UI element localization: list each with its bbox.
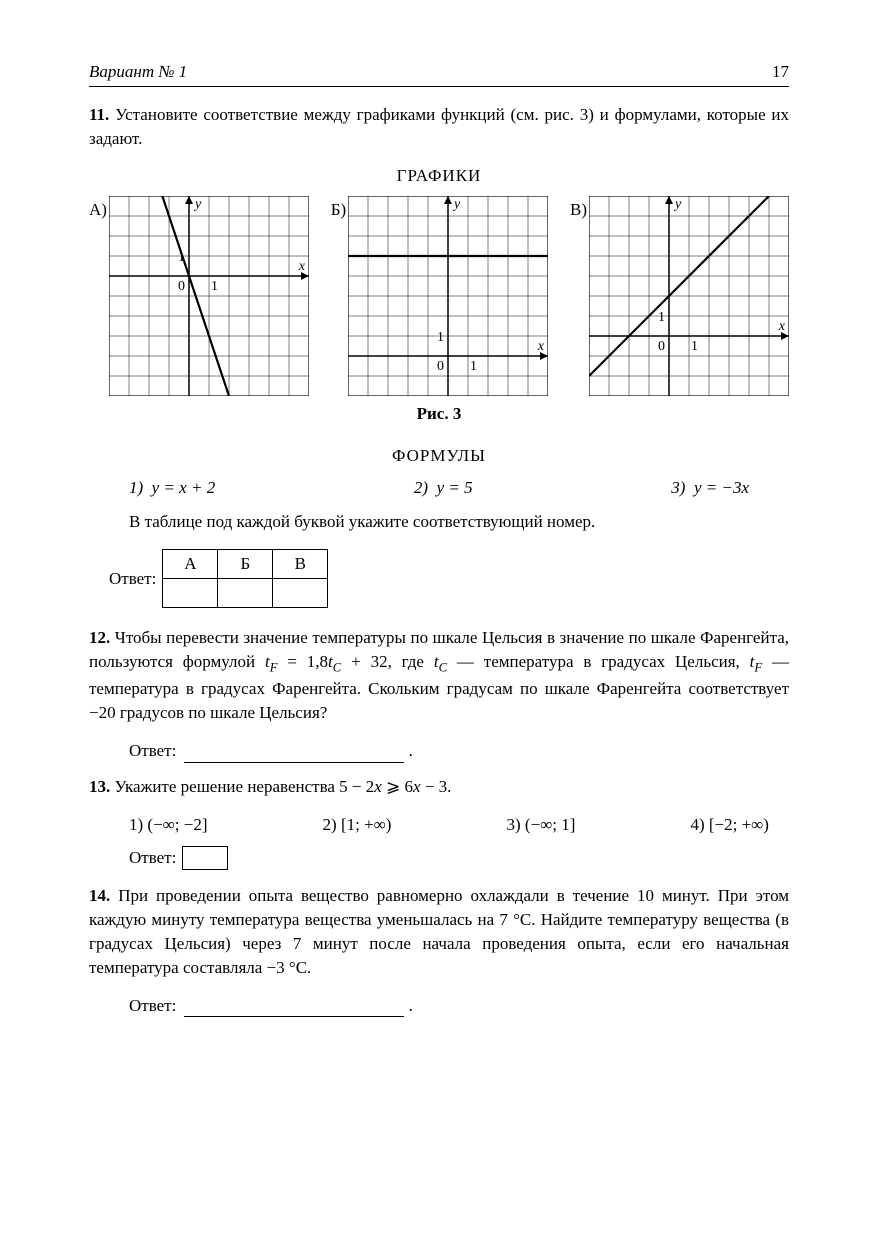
answer-14-field[interactable] <box>184 998 404 1018</box>
graphs-row: А) 0 1 1 x y Б) 0 1 1 x y В) 0 1 1 x y <box>89 196 789 396</box>
svg-text:0: 0 <box>178 279 185 294</box>
option-1: 1) (−∞; −2] <box>129 813 208 837</box>
answer-12-field[interactable] <box>184 743 404 763</box>
answer-12-row: Ответ: . <box>129 739 789 763</box>
svg-text:1: 1 <box>658 310 665 325</box>
option-4: 4) [−2; +∞) <box>690 813 769 837</box>
answer-header-c: В <box>273 550 328 579</box>
answer-14-label: Ответ: <box>129 994 176 1018</box>
problem-11-text: Установите соответствие между графиками … <box>89 105 789 148</box>
svg-text:1: 1 <box>437 330 444 345</box>
svg-text:y: y <box>452 197 461 212</box>
formula-2: 2) y = 5 <box>414 476 473 500</box>
problem-12-number: 12. <box>89 628 110 647</box>
graph-c-label: В) <box>570 198 587 222</box>
page-number: 17 <box>772 60 789 84</box>
page-header: Вариант № 1 17 <box>89 60 789 87</box>
answer-table: А Б В <box>162 549 328 608</box>
svg-text:1: 1 <box>470 359 477 374</box>
graph-a: 0 1 1 x y <box>109 196 309 396</box>
option-2: 2) [1; +∞) <box>323 813 392 837</box>
answer-13-label: Ответ: <box>129 846 176 870</box>
formulas-title: ФОРМУЛЫ <box>89 444 789 468</box>
answer-table-row: Ответ: А Б В <box>109 549 789 608</box>
problem-11-instruction: В таблице под каждой буквой укажите соот… <box>129 510 789 534</box>
answer-header-b: Б <box>218 550 273 579</box>
svg-text:x: x <box>778 319 786 334</box>
problem-14: 14. При проведении опыта вещество равном… <box>89 884 789 979</box>
problem-13-number: 13. <box>89 777 110 796</box>
problem-11: 11. Установите соответствие между график… <box>89 103 789 151</box>
answer-13-field[interactable] <box>182 846 228 870</box>
problem-13: 13. Укажите решение неравенства 5 − 2x ⩾… <box>89 775 789 799</box>
formula-1: 1) y = x + 2 <box>129 476 215 500</box>
graph-c: 0 1 1 x y <box>589 196 789 396</box>
svg-text:y: y <box>193 197 202 212</box>
answer-14-row: Ответ: . <box>129 994 789 1018</box>
graph-b-label: Б) <box>331 198 346 222</box>
svg-text:1: 1 <box>691 339 698 354</box>
problem-12: 12. Чтобы перевести значение температуры… <box>89 626 789 725</box>
option-3: 3) (−∞; 1] <box>507 813 576 837</box>
problem-13-options: 1) (−∞; −2] 2) [1; +∞) 3) (−∞; 1] 4) [−2… <box>129 813 769 837</box>
answer-cell-c[interactable] <box>273 579 328 608</box>
problem-14-text: При проведении опыта вещество равномерно… <box>89 886 789 976</box>
svg-text:0: 0 <box>437 359 444 374</box>
svg-text:0: 0 <box>658 339 665 354</box>
answer-cell-a[interactable] <box>163 579 218 608</box>
svg-text:x: x <box>537 339 545 354</box>
graph-a-box: А) 0 1 1 x y <box>89 196 309 396</box>
problem-11-number: 11. <box>89 105 109 124</box>
graph-b-box: Б) 0 1 1 x y <box>331 196 548 396</box>
graph-b: 0 1 1 x y <box>348 196 548 396</box>
answer-11-label: Ответ: <box>109 567 156 591</box>
figure-caption: Рис. 3 <box>89 402 789 426</box>
svg-text:y: y <box>673 197 682 212</box>
answer-cell-b[interactable] <box>218 579 273 608</box>
svg-text:x: x <box>298 259 306 274</box>
page: Вариант № 1 17 11. Установите соответств… <box>69 0 809 1069</box>
answer-13-row: Ответ: <box>129 846 789 870</box>
formulas-row: 1) y = x + 2 2) y = 5 3) y = −3x <box>129 476 749 500</box>
graph-c-box: В) 0 1 1 x y <box>570 196 789 396</box>
answer-12-label: Ответ: <box>129 739 176 763</box>
formula-3: 3) y = −3x <box>671 476 749 500</box>
problem-14-number: 14. <box>89 886 110 905</box>
variant-label: Вариант № 1 <box>89 60 187 84</box>
svg-text:1: 1 <box>178 250 185 265</box>
graph-a-label: А) <box>89 198 107 222</box>
answer-header-a: А <box>163 550 218 579</box>
graphs-title: ГРАФИКИ <box>89 164 789 188</box>
problem-13-text: Укажите решение неравенства 5 − 2x ⩾ 6x … <box>115 777 452 796</box>
problem-12-text: Чтобы перевести значение температуры по … <box>89 628 789 722</box>
svg-text:1: 1 <box>211 279 218 294</box>
